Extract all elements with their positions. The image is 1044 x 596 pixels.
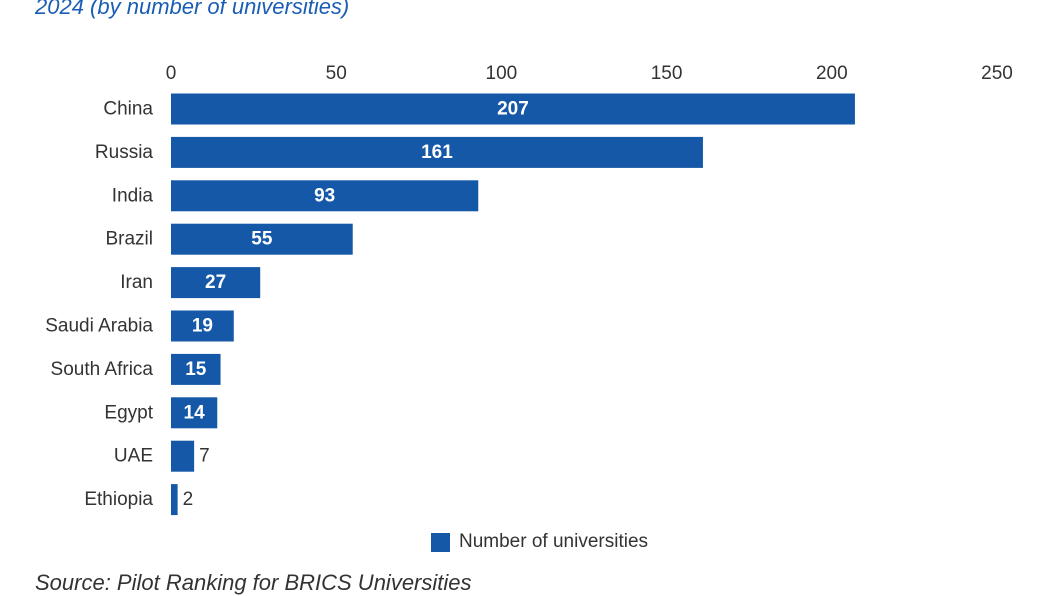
x-tick-label: 0 <box>166 63 177 84</box>
x-tick-label: 250 <box>981 63 1013 84</box>
chart-source: Source: Pilot Ranking for BRICS Universi… <box>35 570 472 595</box>
category-label: Russia <box>95 142 154 163</box>
bar-value-label: 19 <box>192 316 213 337</box>
legend-label: Number of universities <box>459 531 649 552</box>
category-label: Ethiopia <box>84 489 153 510</box>
x-tick-label: 100 <box>486 63 518 84</box>
bar-value-labels: 207 161 93 55 27 19 15 14 7 2 <box>183 99 529 511</box>
bar <box>171 397 218 429</box>
x-tick-label: 200 <box>816 63 848 84</box>
bar <box>171 267 261 299</box>
category-labels: China Russia India Brazil Iran Saudi Arabia So… <box>45 99 153 511</box>
bar <box>171 136 703 168</box>
bar-value-label: 27 <box>205 272 226 293</box>
bar-value-label: 93 <box>314 185 335 206</box>
x-tick-label: 50 <box>326 63 347 84</box>
category-label: India <box>112 185 154 206</box>
bar-value-label: 55 <box>251 229 273 250</box>
bar <box>171 93 855 125</box>
bar <box>171 440 195 472</box>
x-tick-label: 150 <box>651 63 683 84</box>
category-label: China <box>103 99 153 120</box>
bars <box>171 93 855 516</box>
category-label: Saudi Arabia <box>45 316 153 337</box>
x-axis-ticks: 0 50 100 150 200 250 <box>166 63 1013 84</box>
chart-title: 2024 (by number of universities) <box>35 0 350 19</box>
bar-value-label: 14 <box>184 402 206 423</box>
legend: Number of universities <box>431 531 648 553</box>
bar-value-label: 7 <box>199 446 210 467</box>
category-label: UAE <box>114 446 153 467</box>
bar-value-label: 207 <box>497 99 529 120</box>
bar-value-label: 15 <box>185 359 207 380</box>
legend-swatch <box>431 532 450 552</box>
category-label: Brazil <box>105 229 153 250</box>
category-label: South Africa <box>51 359 154 380</box>
bar <box>171 310 234 342</box>
bar <box>171 353 221 385</box>
category-label: Iran <box>120 272 153 293</box>
category-label: Egypt <box>104 402 153 423</box>
bar-value-label: 2 <box>183 489 194 510</box>
bar <box>171 484 178 516</box>
bar <box>171 180 479 212</box>
bar <box>171 223 353 255</box>
bar-value-label: 161 <box>421 142 453 163</box>
